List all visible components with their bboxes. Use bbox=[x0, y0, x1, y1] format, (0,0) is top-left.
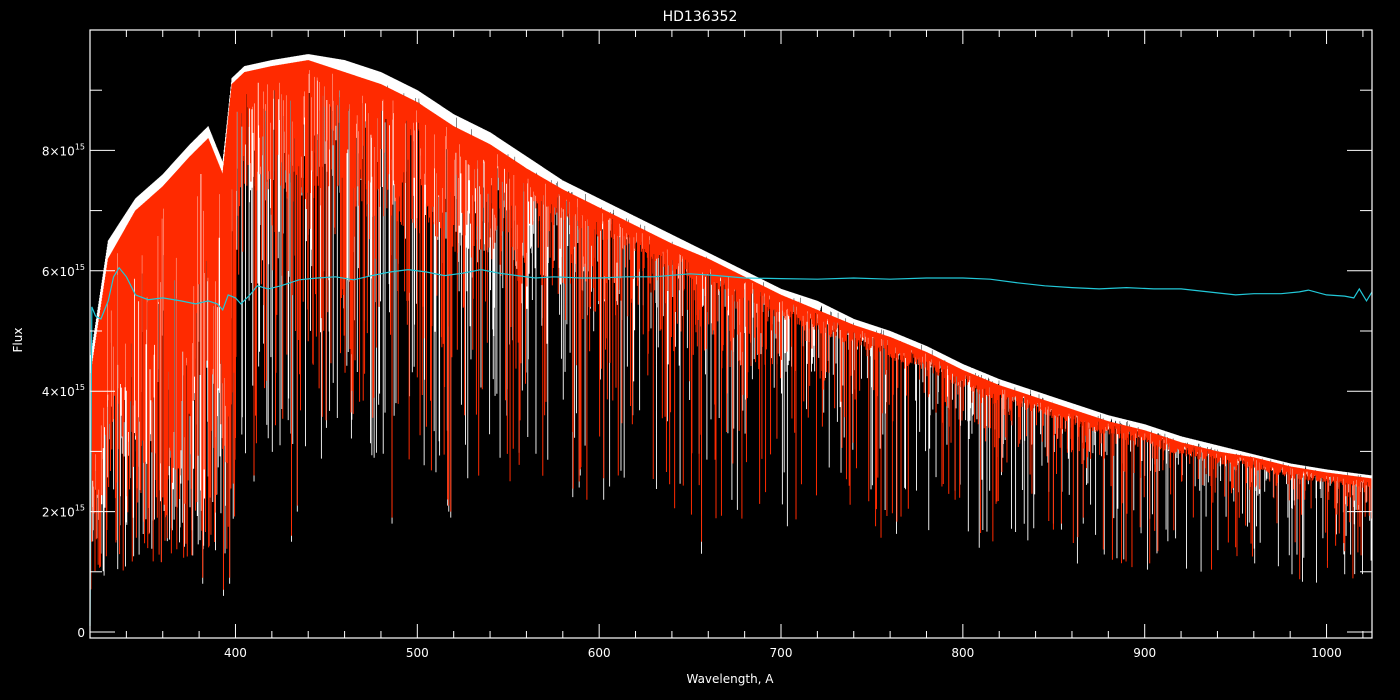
y-tick-label: 0 bbox=[77, 626, 85, 640]
ratio-curve-series bbox=[89, 266, 1373, 627]
x-tick-label: 800 bbox=[951, 646, 974, 660]
y-tick-label: 6×1015 bbox=[42, 263, 85, 279]
y-tick-label: 4×1015 bbox=[42, 383, 85, 399]
y-tick-label: 2×1015 bbox=[42, 504, 85, 520]
y-tick-labels: 0 2×1015 4×1015 6×1015 8×1015 bbox=[42, 142, 85, 640]
x-tick-label: 1000 bbox=[1311, 646, 1342, 660]
axes-layer bbox=[89, 29, 1373, 639]
y-axis-title: Flux bbox=[11, 328, 25, 353]
x-tick-label: 600 bbox=[588, 646, 611, 660]
x-axis-title: Wavelength, A bbox=[686, 672, 774, 686]
x-tick-labels: 400 500 600 700 800 900 1000 bbox=[224, 646, 1342, 660]
x-tick-label: 700 bbox=[770, 646, 793, 660]
x-tick-label: 900 bbox=[1133, 646, 1156, 660]
x-tick-label: 400 bbox=[224, 646, 247, 660]
x-tick-label: 500 bbox=[406, 646, 429, 660]
y-tick-label: 8×1015 bbox=[42, 142, 85, 158]
plot-frame bbox=[89, 29, 1373, 639]
chart-title: HD136352 bbox=[663, 9, 738, 25]
